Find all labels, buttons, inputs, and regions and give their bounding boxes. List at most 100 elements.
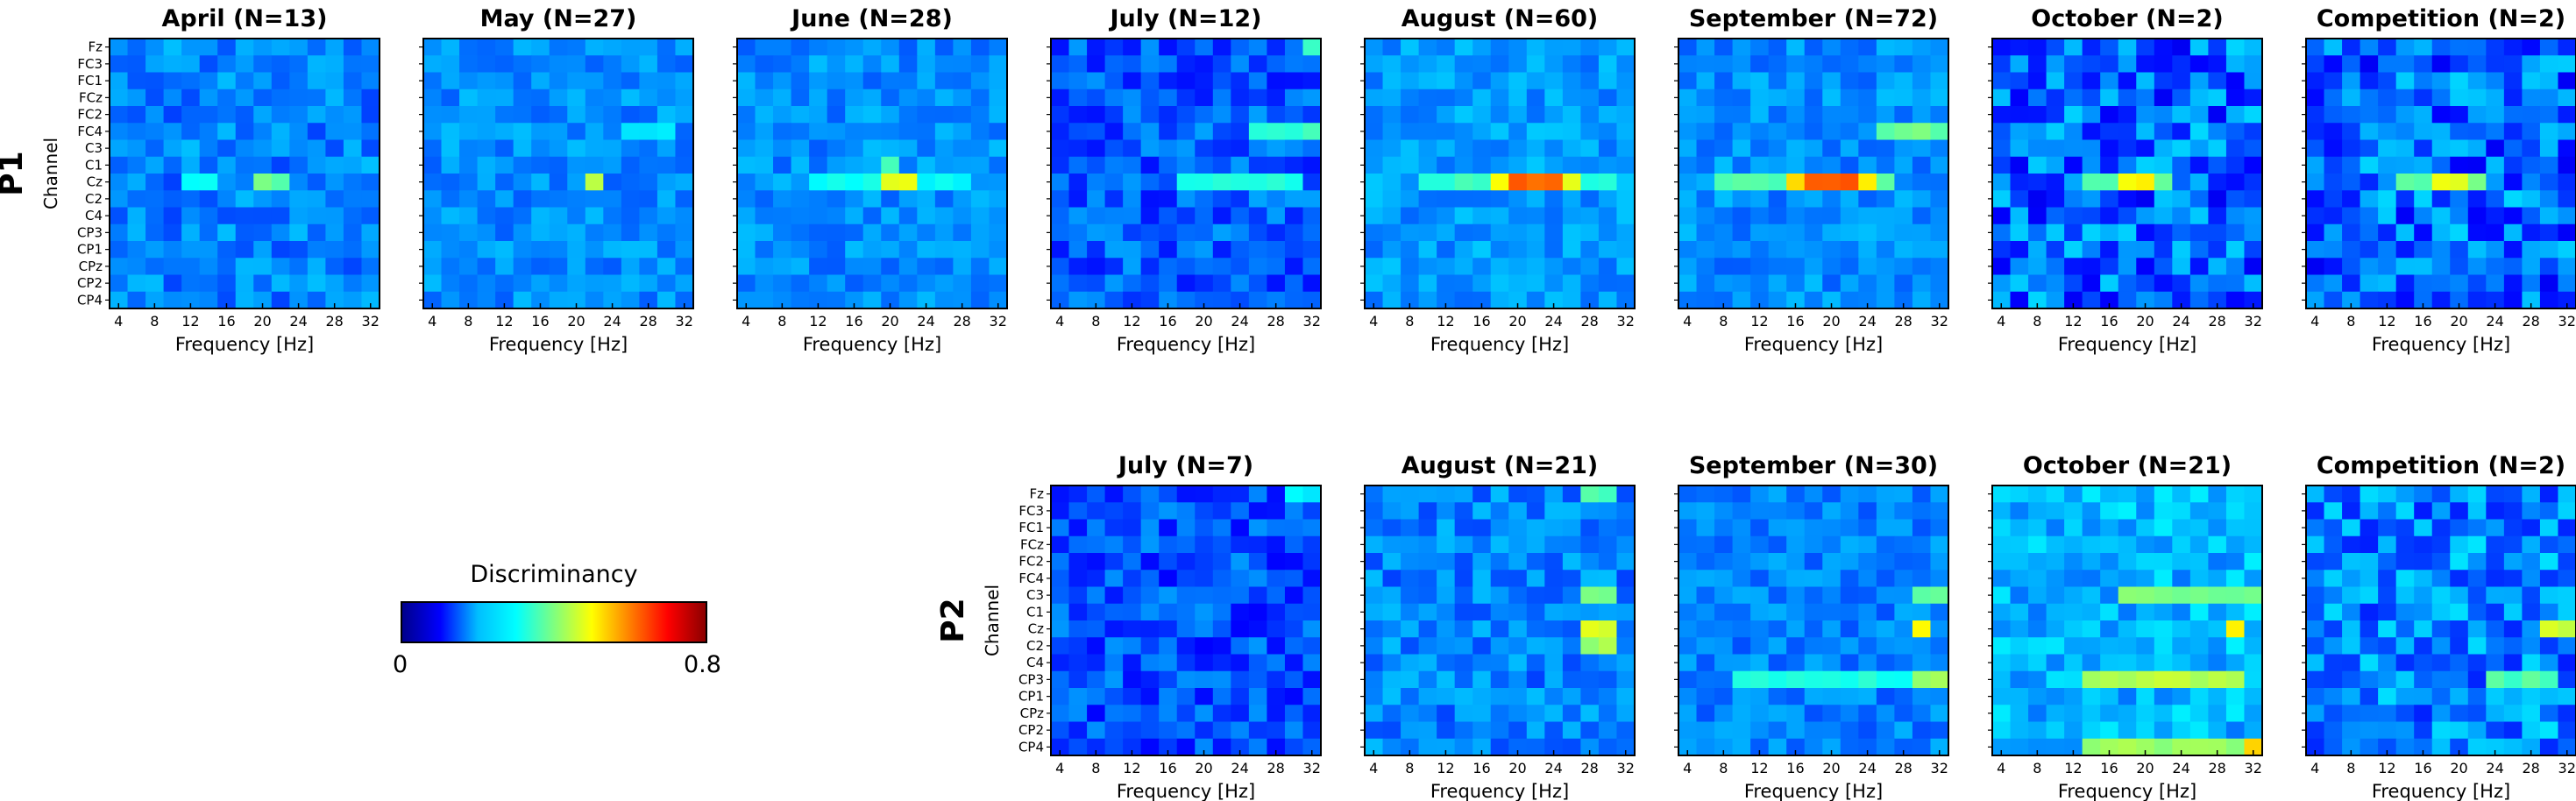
heatmap-cell	[1562, 55, 1581, 74]
heatmap-cell	[217, 72, 237, 90]
heatmap-cell	[1858, 670, 1877, 689]
heatmap-cell	[1418, 738, 1437, 756]
heatmap-cell	[1401, 39, 1420, 56]
heatmap-cell	[1732, 72, 1751, 90]
heatmap-cell	[2342, 156, 2361, 174]
heatmap-cell	[1526, 39, 1545, 56]
heatmap-cell	[1876, 620, 1895, 638]
heatmap-cell	[755, 241, 774, 259]
heatmap-cell	[1732, 586, 1751, 605]
heatmap-cell	[110, 174, 129, 191]
heatmap-cell	[585, 241, 604, 259]
heatmap-cell	[2360, 72, 2379, 90]
heatmap-cell	[1894, 721, 1913, 740]
heatmap-cell	[2244, 688, 2263, 705]
heatmap-cell	[1544, 502, 1564, 521]
heatmap-cell	[2306, 570, 2325, 588]
heatmap-cell	[1195, 670, 1214, 689]
heatmap-cell	[1822, 89, 1842, 107]
heatmap-cell	[2118, 502, 2137, 521]
heatmap-cell	[1068, 274, 1088, 293]
heatmap-cell	[1051, 123, 1070, 141]
heatmap-cell	[1212, 486, 1231, 503]
heatmap-cell	[1087, 519, 1106, 537]
heatmap-cell	[1508, 190, 1528, 209]
heatmap-cell	[1876, 291, 1895, 309]
heatmap-cell	[2306, 654, 2325, 672]
heatmap-cell	[441, 190, 460, 209]
x-tick-label: 16	[531, 313, 549, 330]
heatmap-cell	[1159, 207, 1178, 225]
heatmap-cell	[1858, 190, 1877, 209]
heatmap-cell	[2189, 654, 2209, 672]
heatmap-cell	[1140, 688, 1160, 705]
heatmap-cell	[1822, 603, 1842, 621]
heatmap-cell	[1284, 553, 1304, 571]
heatmap-cell	[845, 139, 864, 158]
heatmap-cell	[1104, 207, 1124, 225]
heatmap-cell	[1822, 738, 1842, 756]
heatmap-cell	[2450, 174, 2469, 191]
heatmap-cell	[1768, 241, 1787, 259]
heatmap-cell	[2486, 207, 2505, 225]
heatmap-cell	[2046, 123, 2065, 141]
heatmap-cell	[2118, 637, 2137, 656]
heatmap-cell	[1104, 738, 1124, 756]
heatmap-cell	[495, 174, 514, 191]
heatmap-cell	[1822, 570, 1842, 588]
heatmap-cell	[110, 207, 129, 225]
heatmap-cell	[1490, 586, 1509, 605]
heatmap-cell	[675, 174, 694, 191]
x-tick-label: 28	[2208, 313, 2225, 330]
heatmap-cell	[809, 207, 828, 225]
heatmap-cell	[2136, 72, 2155, 90]
heatmap-cell	[2306, 207, 2325, 225]
heatmap-cell	[2154, 174, 2173, 191]
heatmap-cell	[423, 258, 443, 276]
heatmap-cell	[2450, 190, 2469, 209]
heatmap-cell	[199, 223, 218, 242]
x-axis-title: Frequency [Hz]	[803, 334, 941, 355]
x-tick-label: 8	[1091, 760, 1100, 776]
heatmap-cell	[1284, 174, 1304, 191]
heatmap-cell	[1526, 190, 1545, 209]
heatmap-cell	[1616, 123, 1636, 141]
heatmap-cell	[2342, 207, 2361, 225]
x-tick-label: 20	[1508, 313, 1526, 330]
heatmap-cell	[862, 89, 882, 107]
heatmap-cell	[2100, 39, 2119, 56]
heatmap-cell	[513, 106, 532, 124]
heatmap-cell	[235, 55, 254, 74]
heatmap-cell	[1176, 654, 1196, 672]
heatmap-cell	[2225, 39, 2246, 56]
heatmap-cell	[2450, 55, 2469, 74]
heatmap-cell	[1140, 156, 1160, 174]
heatmap-cell	[1176, 586, 1196, 605]
heatmap-cell	[1212, 519, 1231, 537]
heatmap-cell	[845, 223, 864, 242]
heatmap-cell	[2414, 190, 2433, 209]
heatmap-cell	[1123, 637, 1142, 656]
heatmap-cell	[1768, 72, 1787, 90]
heatmap-cell	[755, 106, 774, 124]
heatmap-cell	[1418, 721, 1437, 740]
heatmap-cell	[343, 207, 363, 225]
heatmap-cell	[361, 89, 380, 107]
heatmap-cell	[2010, 670, 2029, 689]
heatmap-cell	[423, 39, 443, 56]
heatmap-cell	[343, 89, 363, 107]
heatmap-cell	[1104, 502, 1124, 521]
heatmap-cell	[1750, 738, 1770, 756]
heatmap-cell	[1176, 721, 1196, 740]
heatmap-cell	[289, 123, 309, 141]
heatmap-cell	[2378, 123, 2397, 141]
heatmap-cell	[495, 123, 514, 141]
heatmap-cell	[970, 89, 990, 107]
heatmap-cell	[1876, 190, 1895, 209]
heatmap-cell	[1140, 535, 1160, 554]
heatmap-cell	[2342, 688, 2361, 705]
heatmap-cell	[1284, 620, 1304, 638]
heatmap-cell	[1267, 72, 1286, 90]
heatmap-cell	[2154, 519, 2173, 537]
heatmap-cell	[1804, 139, 1823, 158]
